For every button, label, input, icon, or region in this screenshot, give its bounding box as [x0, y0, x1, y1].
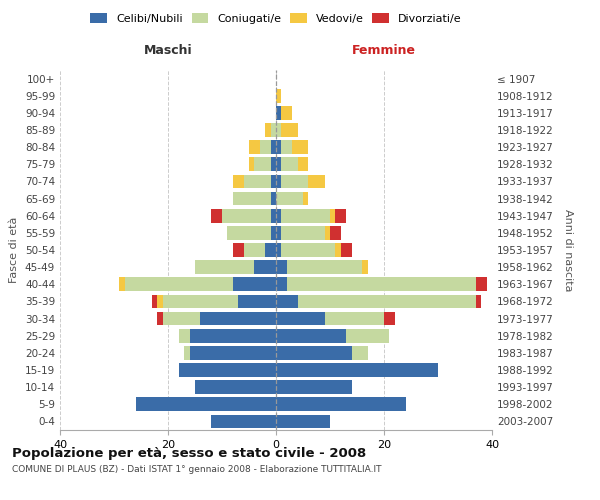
Bar — [184, 346, 190, 360]
Bar — [233, 192, 271, 205]
Text: Femmine: Femmine — [352, 44, 416, 58]
Bar — [335, 243, 341, 257]
Bar — [335, 209, 346, 222]
Bar — [244, 174, 271, 188]
Bar — [271, 226, 276, 239]
Bar — [163, 312, 200, 326]
Bar — [211, 209, 222, 222]
Bar — [287, 278, 476, 291]
Bar — [330, 209, 335, 222]
Bar — [325, 226, 330, 239]
Bar — [265, 243, 276, 257]
Bar — [227, 226, 271, 239]
Bar — [276, 294, 298, 308]
Bar — [341, 243, 352, 257]
Bar — [190, 346, 276, 360]
Bar — [211, 414, 276, 428]
Bar — [254, 158, 271, 171]
Bar — [276, 363, 438, 377]
Bar — [303, 192, 308, 205]
Bar — [325, 312, 384, 326]
Bar — [281, 123, 298, 137]
Legend: Celibi/Nubili, Coniugati/e, Vedovi/e, Divorziati/e: Celibi/Nubili, Coniugati/e, Vedovi/e, Di… — [88, 11, 464, 26]
Y-axis label: Anni di nascita: Anni di nascita — [563, 209, 573, 291]
Bar — [298, 158, 308, 171]
Bar — [152, 294, 157, 308]
Bar — [249, 140, 260, 154]
Bar — [157, 312, 163, 326]
Bar — [157, 294, 163, 308]
Bar — [119, 278, 125, 291]
Bar — [292, 140, 308, 154]
Y-axis label: Fasce di età: Fasce di età — [10, 217, 19, 283]
Bar — [308, 174, 325, 188]
Bar — [276, 278, 287, 291]
Text: Popolazione per età, sesso e stato civile - 2008: Popolazione per età, sesso e stato civil… — [12, 448, 366, 460]
Bar — [276, 106, 281, 120]
Bar — [271, 140, 276, 154]
Bar — [136, 398, 276, 411]
Bar — [476, 294, 481, 308]
Bar — [233, 243, 244, 257]
Bar — [476, 278, 487, 291]
Bar — [276, 123, 281, 137]
Bar — [281, 243, 335, 257]
Text: COMUNE DI PLAUS (BZ) - Dati ISTAT 1° gennaio 2008 - Elaborazione TUTTITALIA.IT: COMUNE DI PLAUS (BZ) - Dati ISTAT 1° gen… — [12, 466, 382, 474]
Bar — [244, 243, 265, 257]
Bar — [271, 123, 276, 137]
Bar — [195, 260, 254, 274]
Bar — [298, 294, 476, 308]
Bar — [384, 312, 395, 326]
Bar — [222, 209, 271, 222]
Bar — [271, 158, 276, 171]
Bar — [190, 329, 276, 342]
Text: Maschi: Maschi — [143, 44, 193, 58]
Bar — [281, 226, 325, 239]
Bar — [238, 294, 276, 308]
Bar — [276, 174, 281, 188]
Bar — [276, 398, 406, 411]
Bar — [233, 278, 276, 291]
Bar — [276, 209, 281, 222]
Bar — [352, 346, 368, 360]
Bar — [249, 158, 254, 171]
Bar — [276, 192, 303, 205]
Bar — [281, 158, 298, 171]
Bar — [281, 140, 292, 154]
Bar — [281, 209, 330, 222]
Bar — [346, 329, 389, 342]
Bar — [276, 89, 281, 102]
Bar — [276, 243, 281, 257]
Bar — [233, 174, 244, 188]
Bar — [276, 380, 352, 394]
Bar — [271, 174, 276, 188]
Bar — [281, 174, 308, 188]
Bar — [276, 329, 346, 342]
Bar — [287, 260, 362, 274]
Bar — [276, 260, 287, 274]
Bar — [271, 209, 276, 222]
Bar — [362, 260, 368, 274]
Bar — [271, 192, 276, 205]
Bar — [276, 158, 281, 171]
Bar — [125, 278, 233, 291]
Bar — [276, 414, 330, 428]
Bar — [195, 380, 276, 394]
Bar — [179, 329, 190, 342]
Bar — [200, 312, 276, 326]
Bar — [281, 106, 292, 120]
Bar — [276, 346, 352, 360]
Bar — [260, 140, 271, 154]
Bar — [276, 312, 325, 326]
Bar — [179, 363, 276, 377]
Bar — [276, 226, 281, 239]
Bar — [330, 226, 341, 239]
Bar — [265, 123, 271, 137]
Bar — [276, 140, 281, 154]
Bar — [254, 260, 276, 274]
Bar — [163, 294, 238, 308]
